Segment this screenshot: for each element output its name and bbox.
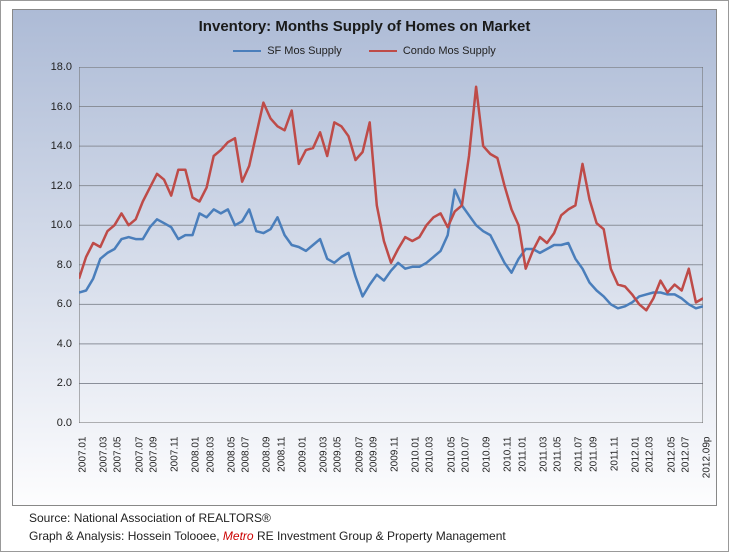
xtick-label: 2007.05 xyxy=(113,437,124,473)
xtick-label: 2012.01 xyxy=(631,437,642,473)
legend-swatch-sf xyxy=(233,50,261,52)
xtick-label: 2007.01 xyxy=(78,437,89,473)
xtick-label: 2008.03 xyxy=(205,437,216,473)
footer-source-label: Source: xyxy=(29,511,70,525)
xtick-label: 2009.05 xyxy=(333,437,344,473)
xtick-label: 2010.09 xyxy=(482,437,493,473)
footer-analysis-suffix: RE Investment Group & Property Managemen… xyxy=(257,529,506,543)
xtick-label: 2008.11 xyxy=(276,437,287,472)
footer-analysis-label: Graph & Analysis: xyxy=(29,529,124,543)
legend-swatch-condo xyxy=(369,50,397,52)
footer-analysis-person: Hossein Tolooee, xyxy=(128,529,220,543)
xtick-label: 2011.07 xyxy=(574,437,585,472)
xtick-label: 2012.03 xyxy=(645,437,656,473)
xtick-label: 2010.11 xyxy=(503,437,514,472)
xtick-label: 2007.07 xyxy=(134,437,145,473)
footer-source-line: Source: National Association of REALTORS… xyxy=(29,510,506,527)
ytick-label: 2.0 xyxy=(32,377,72,389)
xtick-label: 2009.11 xyxy=(390,437,401,472)
footer: Source: National Association of REALTORS… xyxy=(29,510,506,545)
xtick-label: 2011.01 xyxy=(517,437,528,472)
ytick-label: 0.0 xyxy=(32,417,72,429)
xtick-label: 2008.05 xyxy=(226,437,237,473)
xtick-label: 2007.09 xyxy=(148,437,159,473)
xtick-label: 2011.05 xyxy=(553,437,564,472)
plot-area xyxy=(79,67,703,423)
xtick-label: 2011.03 xyxy=(538,437,549,472)
xtick-label: 2010.05 xyxy=(446,437,457,473)
xtick-label: 2009.07 xyxy=(354,437,365,473)
ytick-label: 14.0 xyxy=(32,140,72,152)
ytick-label: 4.0 xyxy=(32,338,72,350)
footer-analysis-brand: Metro xyxy=(223,529,254,543)
xtick-label: 2008.07 xyxy=(241,437,252,473)
xtick-label: 2010.07 xyxy=(460,437,471,473)
ytick-label: 8.0 xyxy=(32,259,72,271)
xtick-label: 2009.03 xyxy=(319,437,330,473)
legend-label-condo: Condo Mos Supply xyxy=(403,45,496,57)
legend-label-sf: SF Mos Supply xyxy=(267,45,342,57)
xtick-label: 2011.11 xyxy=(609,437,620,472)
xtick-label: 2012.09p xyxy=(702,437,713,479)
xtick-label: 2007.03 xyxy=(99,437,110,473)
footer-source-value: National Association of REALTORS® xyxy=(74,511,271,525)
chart-title: Inventory: Months Supply of Homes on Mar… xyxy=(13,10,716,35)
legend-item-sf: SF Mos Supply xyxy=(233,45,342,57)
xtick-label: 2008.09 xyxy=(262,437,273,473)
chart-container: Inventory: Months Supply of Homes on Mar… xyxy=(0,0,729,552)
xtick-label: 2007.11 xyxy=(170,437,181,472)
xtick-label: 2009.09 xyxy=(368,437,379,473)
legend-item-condo: Condo Mos Supply xyxy=(369,45,496,57)
xtick-label: 2010.01 xyxy=(411,437,422,473)
ytick-label: 10.0 xyxy=(32,219,72,231)
xtick-label: 2012.05 xyxy=(666,437,677,473)
ytick-label: 18.0 xyxy=(32,61,72,73)
xtick-label: 2009.01 xyxy=(297,437,308,473)
footer-analysis-line: Graph & Analysis: Hossein Tolooee, Metro… xyxy=(29,528,506,545)
ytick-label: 6.0 xyxy=(32,298,72,310)
xtick-label: 2012.07 xyxy=(680,437,691,473)
xtick-label: 2011.09 xyxy=(588,437,599,472)
legend: SF Mos Supply Condo Mos Supply xyxy=(13,35,716,57)
ytick-label: 16.0 xyxy=(32,101,72,113)
chart-box: Inventory: Months Supply of Homes on Mar… xyxy=(12,9,717,506)
ytick-label: 12.0 xyxy=(32,180,72,192)
xtick-label: 2008.01 xyxy=(191,437,202,473)
xtick-label: 2010.03 xyxy=(425,437,436,473)
